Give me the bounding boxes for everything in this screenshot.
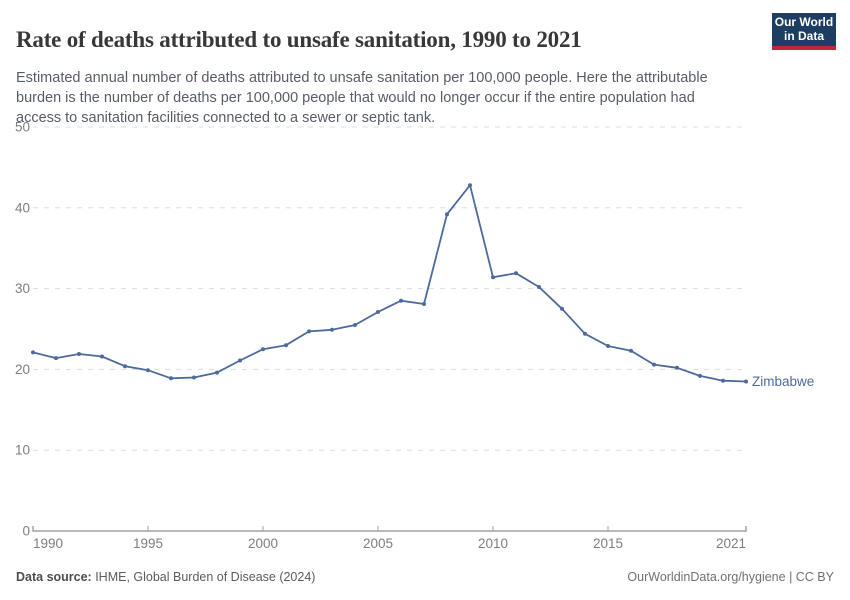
data-point (491, 275, 495, 280)
data-point (54, 356, 58, 361)
data-point (238, 358, 242, 363)
data-line (32, 184, 747, 383)
data-point (284, 343, 288, 348)
x-axis-tick-label: 2021 (716, 536, 746, 551)
chart-subtitle: Estimated annual number of deaths attrib… (16, 69, 708, 126)
data-point (560, 306, 564, 311)
data-point (31, 350, 35, 355)
data-point (261, 347, 265, 352)
x-axis-tick-label: 1995 (133, 536, 163, 551)
data-point (77, 352, 81, 356)
data-source-label: Data source: (16, 570, 92, 584)
y-axis-tick-label: 40 (15, 200, 30, 215)
data-point (652, 362, 656, 367)
data-point (698, 373, 702, 378)
data-point (399, 298, 403, 303)
series-label: Zimbabwe (752, 374, 814, 389)
data-source-text: IHME, Global Burden of Disease (2024) (91, 570, 316, 584)
owid-logo-line1: Our World (774, 15, 834, 29)
x-axis-tick-label: 1990 (33, 536, 63, 551)
data-point (445, 212, 449, 217)
owid-logo-line2: in Data (783, 29, 824, 43)
data-point (376, 310, 380, 314)
x-axis-tick-label: 2015 (593, 536, 623, 551)
data-point (675, 365, 679, 370)
data-point (744, 379, 748, 384)
data-source: Data source: IHME, Global Burden of Dise… (16, 570, 315, 584)
data-point (422, 302, 426, 306)
x-axis-line (32, 526, 747, 532)
data-point (123, 364, 127, 369)
y-axis-tick-label: 20 (15, 362, 30, 377)
data-point (583, 331, 587, 336)
data-point (629, 348, 633, 353)
y-axis-tick-label: 30 (15, 281, 30, 296)
y-axis-tick-label: 0 (22, 524, 30, 539)
x-axis-tick-label: 2010 (478, 536, 508, 551)
data-point (468, 183, 472, 188)
footer-credit: OurWorldinData.org/hygiene | CC BY (627, 570, 834, 584)
y-axis-tick-label: 50 (15, 120, 30, 135)
data-point (353, 323, 357, 327)
x-axis-tick-label: 2000 (248, 536, 278, 551)
owid-logo: Our World in Data (772, 13, 836, 50)
data-point (192, 375, 196, 380)
chart-title: Rate of deaths attributed to unsafe sani… (16, 27, 582, 53)
data-point (514, 271, 518, 276)
data-point (721, 378, 725, 383)
data-point (215, 370, 219, 375)
data-point (537, 285, 541, 289)
data-point (100, 354, 104, 359)
data-point (307, 329, 311, 334)
x-axis-tick-label: 2005 (363, 536, 393, 551)
data-point (330, 327, 334, 332)
data-point (146, 368, 150, 373)
data-point (169, 376, 173, 381)
y-axis-tick-label: 10 (15, 443, 30, 458)
data-point (606, 344, 610, 348)
